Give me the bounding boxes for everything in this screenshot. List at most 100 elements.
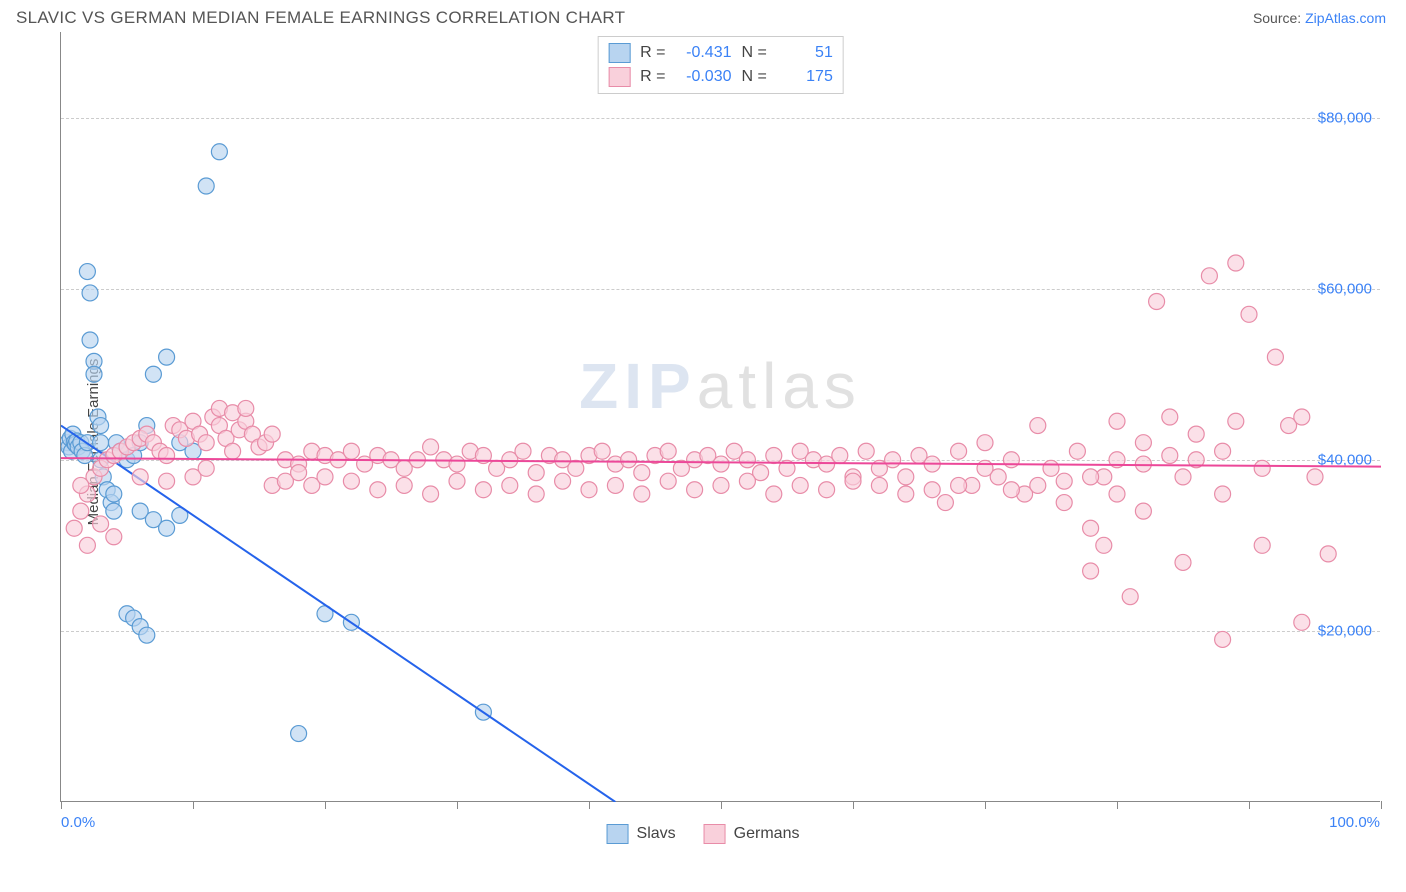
x-tick xyxy=(61,801,62,809)
data-point xyxy=(1201,268,1217,284)
x-end-label: 100.0% xyxy=(1329,814,1380,831)
data-point xyxy=(1030,418,1046,434)
data-point xyxy=(86,366,102,382)
data-point xyxy=(1083,469,1099,485)
data-point xyxy=(515,443,531,459)
data-point xyxy=(621,452,637,468)
x-tick xyxy=(457,801,458,809)
data-point xyxy=(291,465,307,481)
data-point xyxy=(1294,409,1310,425)
data-point xyxy=(79,537,95,553)
data-point xyxy=(93,418,109,434)
data-point xyxy=(1135,503,1151,519)
data-point xyxy=(1043,460,1059,476)
data-point xyxy=(528,486,544,502)
data-point xyxy=(977,435,993,451)
data-point xyxy=(594,443,610,459)
data-point xyxy=(1175,469,1191,485)
data-point xyxy=(225,443,241,459)
data-point xyxy=(1320,546,1336,562)
legend-swatch xyxy=(704,824,726,844)
data-point xyxy=(502,477,518,493)
plot-region: ZIPatlas R = -0.431 N = 51 R = -0.030 N … xyxy=(60,32,1380,802)
data-point xyxy=(1135,435,1151,451)
data-point xyxy=(82,285,98,301)
data-point xyxy=(1241,306,1257,322)
data-point xyxy=(79,264,95,280)
data-point xyxy=(396,477,412,493)
data-point xyxy=(871,477,887,493)
data-point xyxy=(1188,426,1204,442)
source-link[interactable]: ZipAtlas.com xyxy=(1305,10,1386,26)
chart-source: Source: ZipAtlas.com xyxy=(1253,10,1386,26)
data-point xyxy=(1162,448,1178,464)
data-point xyxy=(1056,495,1072,511)
data-point xyxy=(145,366,161,382)
data-point xyxy=(449,473,465,489)
data-point xyxy=(159,473,175,489)
data-point xyxy=(93,516,109,532)
data-point xyxy=(423,439,439,455)
data-point xyxy=(264,426,280,442)
data-point xyxy=(1228,413,1244,429)
data-point xyxy=(898,486,914,502)
data-point xyxy=(739,473,755,489)
data-point xyxy=(159,349,175,365)
x-tick xyxy=(1117,801,1118,809)
data-point xyxy=(924,482,940,498)
data-point xyxy=(951,477,967,493)
data-point xyxy=(198,460,214,476)
data-point xyxy=(1228,255,1244,271)
data-point xyxy=(423,486,439,502)
data-point xyxy=(449,456,465,472)
data-point xyxy=(343,473,359,489)
data-point xyxy=(634,465,650,481)
data-point xyxy=(713,477,729,493)
data-point xyxy=(1122,589,1138,605)
data-point xyxy=(132,469,148,485)
x-tick xyxy=(1249,801,1250,809)
data-point xyxy=(819,482,835,498)
x-tick xyxy=(589,801,590,809)
data-point xyxy=(1215,486,1231,502)
data-point xyxy=(951,443,967,459)
data-point xyxy=(1254,460,1270,476)
x-tick xyxy=(1381,801,1382,809)
data-point xyxy=(845,473,861,489)
legend-label: Slavs xyxy=(637,825,676,843)
data-point xyxy=(1003,452,1019,468)
scatter-svg xyxy=(61,32,1381,802)
data-point xyxy=(885,452,901,468)
data-point xyxy=(73,477,89,493)
data-point xyxy=(858,443,874,459)
data-point xyxy=(1109,486,1125,502)
data-point xyxy=(1307,469,1323,485)
data-point xyxy=(528,465,544,481)
data-point xyxy=(937,495,953,511)
data-point xyxy=(1149,294,1165,310)
chart-area: Median Female Earnings ZIPatlas R = -0.4… xyxy=(16,32,1390,852)
chart-header: SLAVIC VS GERMAN MEDIAN FEMALE EARNINGS … xyxy=(0,0,1406,32)
x-tick xyxy=(985,801,986,809)
data-point xyxy=(1215,631,1231,647)
data-point xyxy=(898,469,914,485)
data-point xyxy=(370,482,386,498)
data-point xyxy=(1267,349,1283,365)
data-point xyxy=(139,627,155,643)
data-point xyxy=(1096,537,1112,553)
data-point xyxy=(106,503,122,519)
data-point xyxy=(660,473,676,489)
chart-title: SLAVIC VS GERMAN MEDIAN FEMALE EARNINGS … xyxy=(16,8,625,28)
data-point xyxy=(198,435,214,451)
legend-bottom-item: Slavs xyxy=(607,824,676,844)
data-point xyxy=(792,477,808,493)
x-tick xyxy=(325,801,326,809)
data-point xyxy=(1294,614,1310,630)
data-point xyxy=(1175,554,1191,570)
data-point xyxy=(1083,563,1099,579)
data-point xyxy=(343,443,359,459)
data-point xyxy=(73,503,89,519)
data-point xyxy=(832,448,848,464)
data-point xyxy=(660,443,676,459)
data-point xyxy=(1162,409,1178,425)
